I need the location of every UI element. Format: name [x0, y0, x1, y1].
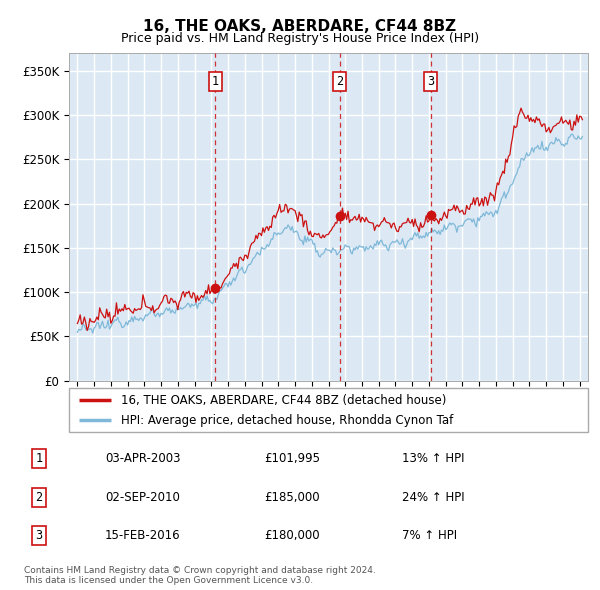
Text: 13% ↑ HPI: 13% ↑ HPI [402, 452, 464, 466]
Text: 3: 3 [427, 75, 434, 88]
Text: £101,995: £101,995 [264, 452, 320, 466]
Text: 2: 2 [336, 75, 343, 88]
Text: 03-APR-2003: 03-APR-2003 [105, 452, 181, 466]
Text: 16, THE OAKS, ABERDARE, CF44 8BZ (detached house): 16, THE OAKS, ABERDARE, CF44 8BZ (detach… [121, 394, 446, 407]
Text: £185,000: £185,000 [264, 490, 320, 504]
Text: 2: 2 [35, 490, 43, 504]
Text: 7% ↑ HPI: 7% ↑ HPI [402, 529, 457, 542]
Text: 24% ↑ HPI: 24% ↑ HPI [402, 490, 464, 504]
Text: 3: 3 [35, 529, 43, 542]
Text: 1: 1 [35, 452, 43, 466]
Text: 02-SEP-2010: 02-SEP-2010 [105, 490, 180, 504]
Text: 15-FEB-2016: 15-FEB-2016 [105, 529, 181, 542]
Text: 16, THE OAKS, ABERDARE, CF44 8BZ: 16, THE OAKS, ABERDARE, CF44 8BZ [143, 19, 457, 34]
Text: £180,000: £180,000 [264, 529, 320, 542]
Text: Contains HM Land Registry data © Crown copyright and database right 2024.
This d: Contains HM Land Registry data © Crown c… [24, 566, 376, 585]
Text: HPI: Average price, detached house, Rhondda Cynon Taf: HPI: Average price, detached house, Rhon… [121, 414, 453, 427]
Text: 1: 1 [212, 75, 219, 88]
Text: Price paid vs. HM Land Registry's House Price Index (HPI): Price paid vs. HM Land Registry's House … [121, 32, 479, 45]
